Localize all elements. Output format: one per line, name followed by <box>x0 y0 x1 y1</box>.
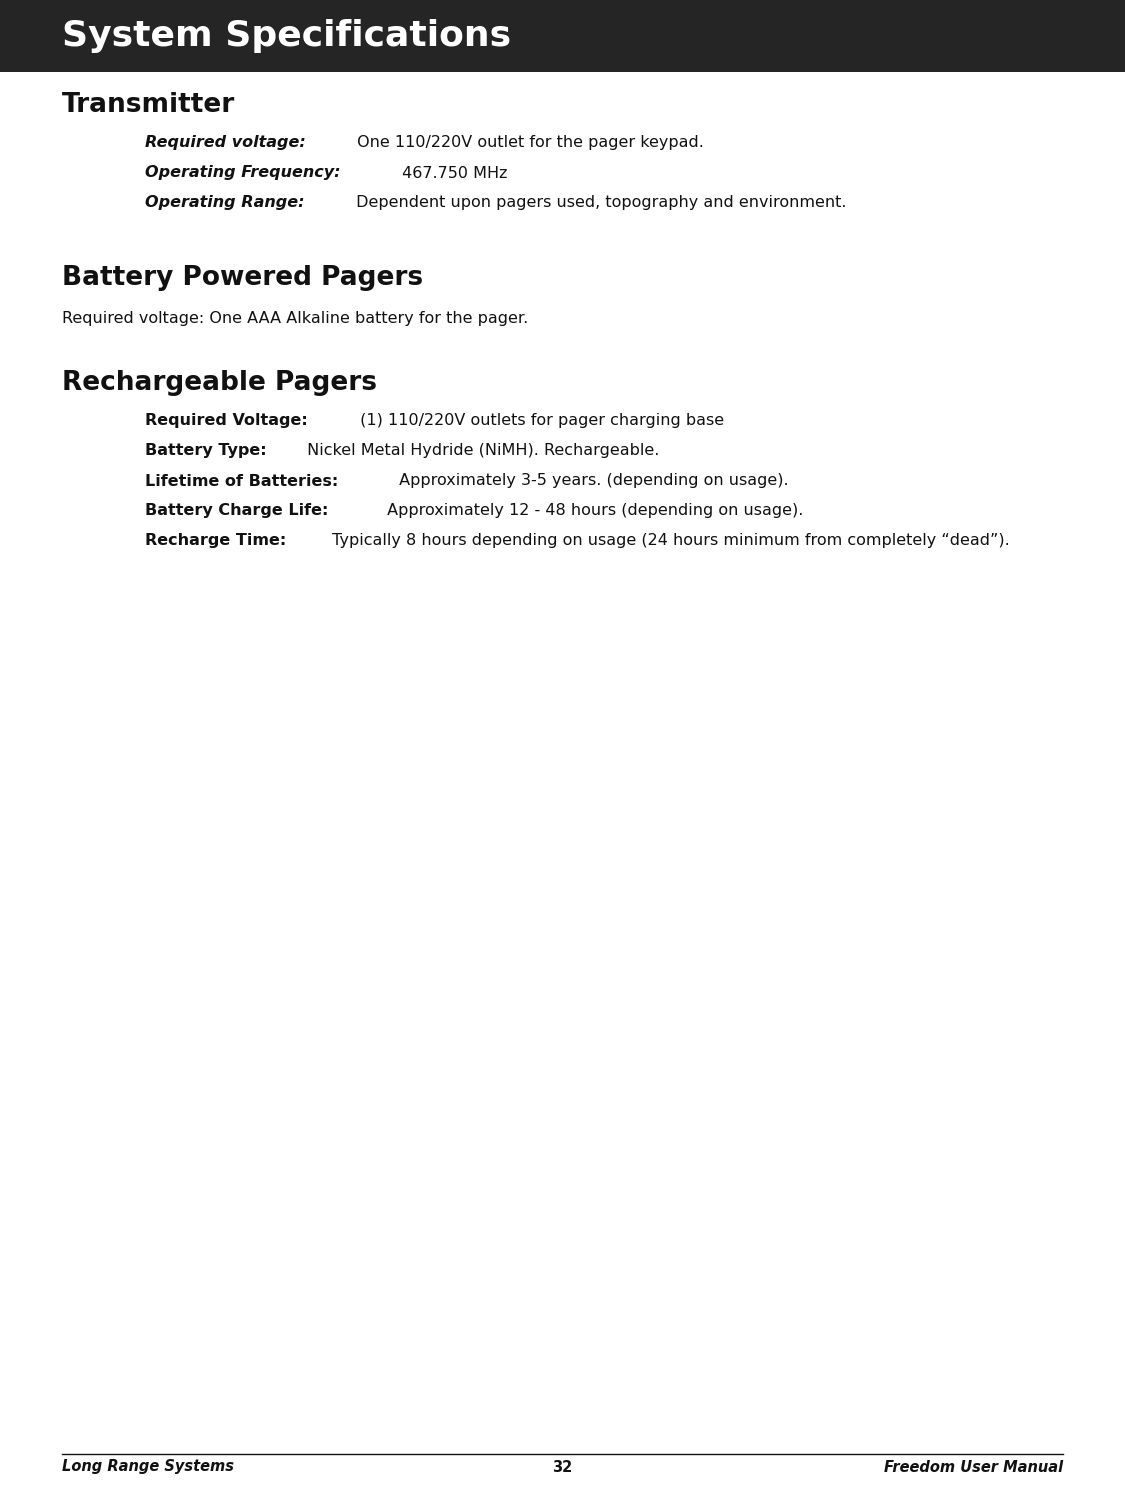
Text: Required voltage:: Required voltage: <box>145 136 306 151</box>
Text: Operating Frequency:: Operating Frequency: <box>145 166 341 181</box>
Text: Freedom User Manual: Freedom User Manual <box>884 1459 1063 1474</box>
Text: One 110/220V outlet for the pager keypad.: One 110/220V outlet for the pager keypad… <box>352 136 704 151</box>
Text: Approximately 12 - 48 hours (depending on usage).: Approximately 12 - 48 hours (depending o… <box>381 503 803 518</box>
Text: System Specifications: System Specifications <box>62 20 511 53</box>
Text: Recharge Time:: Recharge Time: <box>145 533 286 549</box>
Text: Required Voltage:: Required Voltage: <box>145 413 308 428</box>
Text: 467.750 MHz: 467.750 MHz <box>397 166 507 181</box>
Text: Battery Charge Life:: Battery Charge Life: <box>145 503 328 518</box>
Text: 32: 32 <box>552 1459 573 1474</box>
Text: Nickel Metal Hydride (NiMH). Rechargeable.: Nickel Metal Hydride (NiMH). Rechargeabl… <box>302 443 659 458</box>
Text: Battery Type:: Battery Type: <box>145 443 267 458</box>
Text: Approximately 3-5 years. (depending on usage).: Approximately 3-5 years. (depending on u… <box>395 473 789 488</box>
Text: Rechargeable Pagers: Rechargeable Pagers <box>62 371 377 396</box>
Text: Typically 8 hours depending on usage (24 hours minimum from completely “dead”).: Typically 8 hours depending on usage (24… <box>327 533 1010 549</box>
Text: (1) 110/220V outlets for pager charging base: (1) 110/220V outlets for pager charging … <box>356 413 724 428</box>
Text: Lifetime of Batteries:: Lifetime of Batteries: <box>145 473 339 488</box>
Text: Required voltage: One AAA Alkaline battery for the pager.: Required voltage: One AAA Alkaline batte… <box>62 310 529 326</box>
Text: Dependent upon pagers used, topography and environment.: Dependent upon pagers used, topography a… <box>351 196 846 211</box>
Text: Operating Range:: Operating Range: <box>145 196 305 211</box>
Bar <box>0 0 1125 72</box>
Text: Transmitter: Transmitter <box>62 92 235 118</box>
Text: Long Range Systems: Long Range Systems <box>62 1459 234 1474</box>
Text: Battery Powered Pagers: Battery Powered Pagers <box>62 265 423 291</box>
